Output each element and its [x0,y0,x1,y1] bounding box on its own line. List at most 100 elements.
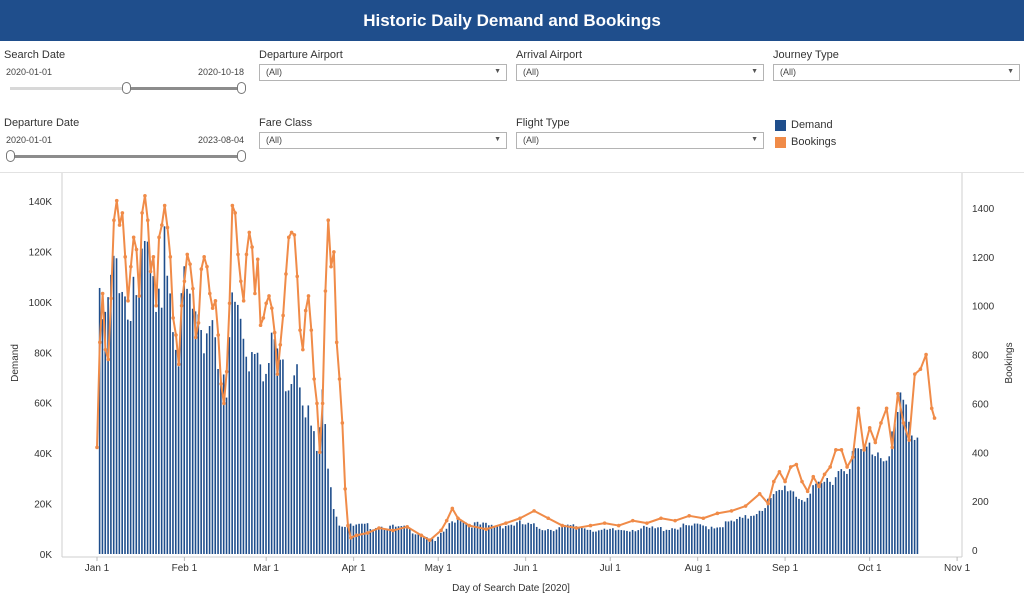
demand-bar [282,359,284,554]
demand-bar [284,391,287,554]
demand-bar [696,523,699,554]
bookings-point [236,252,240,257]
bookings-point [224,369,229,374]
y-left-tick-label: 80K [34,348,52,359]
demand-bar [253,353,256,554]
demand-bar [186,288,188,554]
legend-bookings[interactable]: Bookings [775,136,836,148]
demand-bar [905,404,907,554]
search-date-label: Search Date [4,49,66,61]
demand-bar [812,485,814,554]
demand-bar [516,522,518,554]
demand-bar [710,526,713,554]
demand-bar [592,531,594,554]
x-tick-label: Mar 1 [253,563,279,574]
demand-bar [205,333,208,554]
demand-bar [750,515,752,554]
chevron-down-icon: ▼ [751,136,758,143]
bookings-point [884,406,889,411]
demand-bar [383,529,386,554]
demand-bar [552,531,555,554]
search-date-start-handle[interactable] [122,82,131,94]
demand-bar [600,529,603,554]
demand-bar [465,522,468,554]
search-date-end-handle[interactable] [237,82,246,94]
demand-bar [888,456,891,554]
demand-bar [400,526,403,554]
bookings-point [312,377,316,381]
demand-bar [163,226,166,554]
flight-type-dropdown[interactable]: (All) ▼ [516,132,764,149]
bookings-point [219,382,223,386]
bookings-point [729,509,734,513]
demand-bar [730,520,733,554]
bookings-point [546,516,550,521]
legend-demand[interactable]: Demand [775,119,833,131]
bookings-point [199,267,204,271]
demand-bar [270,332,273,554]
arrival-airport-dropdown[interactable]: (All) ▼ [516,64,764,81]
departure-date-slider[interactable] [6,150,246,162]
fare-class-filter: Fare Class [259,117,312,129]
demand-bar [251,352,253,554]
bookings-point [817,484,821,489]
demand-bar [722,527,724,554]
demand-bar [634,531,637,554]
demand-bar [668,529,671,554]
demand-bar [349,523,352,554]
y-right-tick-label: 1000 [972,302,995,313]
bookings-point [193,335,198,340]
departure-airport-filter: Departure Airport [259,49,343,61]
demand-bar [158,288,160,554]
demand-bar [764,508,766,554]
departure-date-end-handle[interactable] [237,150,246,162]
demand-bar [874,456,876,554]
demand-bar [307,405,310,554]
demand-bar [674,528,676,554]
bookings-point [645,521,649,525]
bookings-point [323,289,328,293]
bookings-point [929,406,934,411]
bookings-point [216,333,221,337]
demand-bar [826,477,828,554]
demand-bar [296,364,298,554]
demand-bar [860,449,862,554]
demand-bar [908,421,910,554]
bookings-point [298,328,302,332]
demand-bar [772,494,775,554]
bookings-point [794,462,799,467]
demand-bar [231,292,233,554]
demand-bar [177,366,180,554]
bookings-line [96,194,936,542]
demand-bar [767,498,769,554]
y-right-tick-label: 400 [972,448,989,459]
demand-bar [485,522,487,554]
demand-bar [832,484,834,554]
bookings-point [309,328,314,332]
bookings-point [303,308,308,313]
demand-bar [268,363,270,554]
fare-class-dropdown[interactable]: (All) ▼ [259,132,507,149]
demand-bar [146,241,149,554]
demand-bar [361,523,363,554]
demand-bar [863,444,865,554]
departure-date-filter: Departure Date [4,117,79,129]
demand-bar [335,516,338,554]
chevron-down-icon: ▼ [494,68,501,75]
journey-type-dropdown[interactable]: (All) ▼ [773,64,1020,81]
demand-bar [829,481,831,554]
demand-bar [301,405,304,554]
departure-date-start-handle[interactable] [6,150,15,162]
search-date-slider[interactable] [10,82,246,94]
demand-bar [504,525,507,554]
demand-bar [702,525,704,554]
departure-airport-dropdown[interactable]: (All) ▼ [259,64,507,81]
bookings-point [143,193,147,198]
demand-bar [112,255,115,554]
bookings-point [346,523,350,528]
bookings-point [191,286,195,291]
bookings-point [306,294,311,298]
bookings-point [879,421,883,425]
demand-bar [299,387,301,554]
bookings-point [157,235,161,240]
